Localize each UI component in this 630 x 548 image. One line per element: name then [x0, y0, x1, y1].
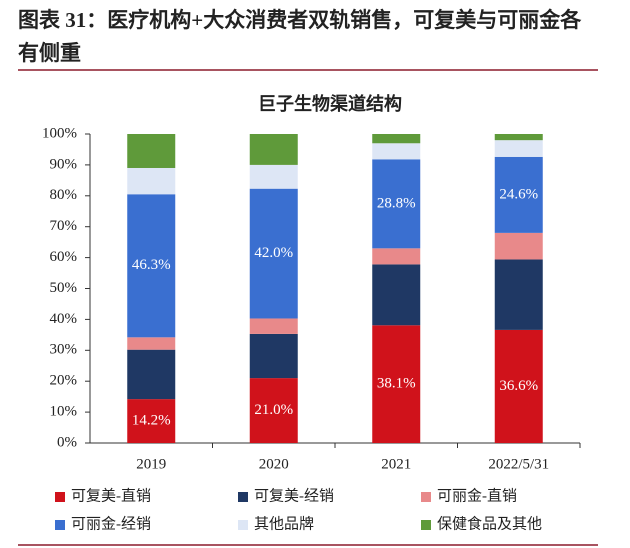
bar-segment — [249, 164, 298, 189]
bar-segment — [127, 194, 176, 338]
x-tick-label: 2021 — [381, 456, 411, 472]
y-tick-label: 80% — [50, 187, 78, 203]
bar-segment — [127, 167, 176, 195]
bar-segment — [127, 399, 176, 443]
y-tick-label: 50% — [50, 280, 78, 296]
value-label: 38.1% — [377, 376, 416, 392]
legend-swatch — [238, 520, 248, 530]
bar-segment — [127, 349, 176, 400]
y-tick-label: 30% — [50, 342, 78, 358]
legend-label: 其他品牌 — [254, 515, 314, 532]
bar-segment — [494, 134, 543, 141]
bar-segment — [494, 329, 543, 443]
y-tick-label: 90% — [50, 156, 78, 172]
bar-segment — [249, 134, 298, 165]
legend-label: 保健食品及其他 — [437, 515, 542, 532]
value-label: 46.3% — [132, 257, 171, 273]
figure-title: 图表 31：医疗机构+大众消费者双轨销售，可复美与可丽金各有侧重 — [18, 8, 582, 65]
value-label: 42.0% — [254, 245, 293, 261]
bar-segment — [249, 333, 298, 379]
bar-segment — [494, 232, 543, 260]
x-tick-label: 2019 — [136, 456, 166, 472]
bar-segment — [249, 188, 298, 319]
y-tick-label: 20% — [50, 373, 78, 389]
bar-segment — [372, 325, 421, 443]
value-label: 14.2% — [132, 412, 171, 428]
legend-label: 可复美-经销 — [254, 486, 334, 504]
chart-title: 巨子生物渠道结构 — [258, 93, 402, 114]
value-label: 36.6% — [499, 378, 538, 394]
y-tick-label: 100% — [42, 125, 77, 141]
legend-swatch — [55, 492, 65, 502]
bar-segment — [249, 378, 298, 443]
bar-segment — [127, 134, 176, 168]
legend-label: 可复美-直销 — [71, 486, 151, 504]
legend-label: 可丽金-经销 — [71, 515, 151, 532]
x-tick-label: 2020 — [259, 456, 289, 472]
bar-segment — [494, 156, 543, 233]
bar-segment — [372, 134, 421, 144]
y-tick-label: 70% — [50, 218, 78, 234]
legend-swatch — [238, 492, 248, 502]
legend-swatch — [55, 520, 65, 530]
legend-swatch — [421, 492, 431, 502]
bar-segment — [372, 264, 421, 326]
value-label: 21.0% — [254, 402, 293, 418]
bar-segment — [372, 159, 421, 249]
y-tick-label: 40% — [50, 311, 78, 327]
bar-segment — [127, 337, 176, 350]
legend-swatch — [421, 520, 431, 530]
value-label: 24.6% — [499, 186, 538, 202]
y-tick-label: 60% — [50, 249, 78, 265]
x-tick-label: 2022/5/31 — [488, 456, 549, 472]
y-tick-label: 10% — [50, 404, 78, 420]
bar-segment — [372, 143, 421, 160]
value-label: 28.8% — [377, 195, 416, 211]
bar-segment — [249, 318, 298, 334]
y-tick-label: 0% — [57, 434, 77, 450]
bar-segment — [372, 248, 421, 265]
bar-segment — [494, 259, 543, 330]
legend-label: 可丽金-直销 — [437, 487, 517, 504]
bar-segment — [494, 140, 543, 157]
